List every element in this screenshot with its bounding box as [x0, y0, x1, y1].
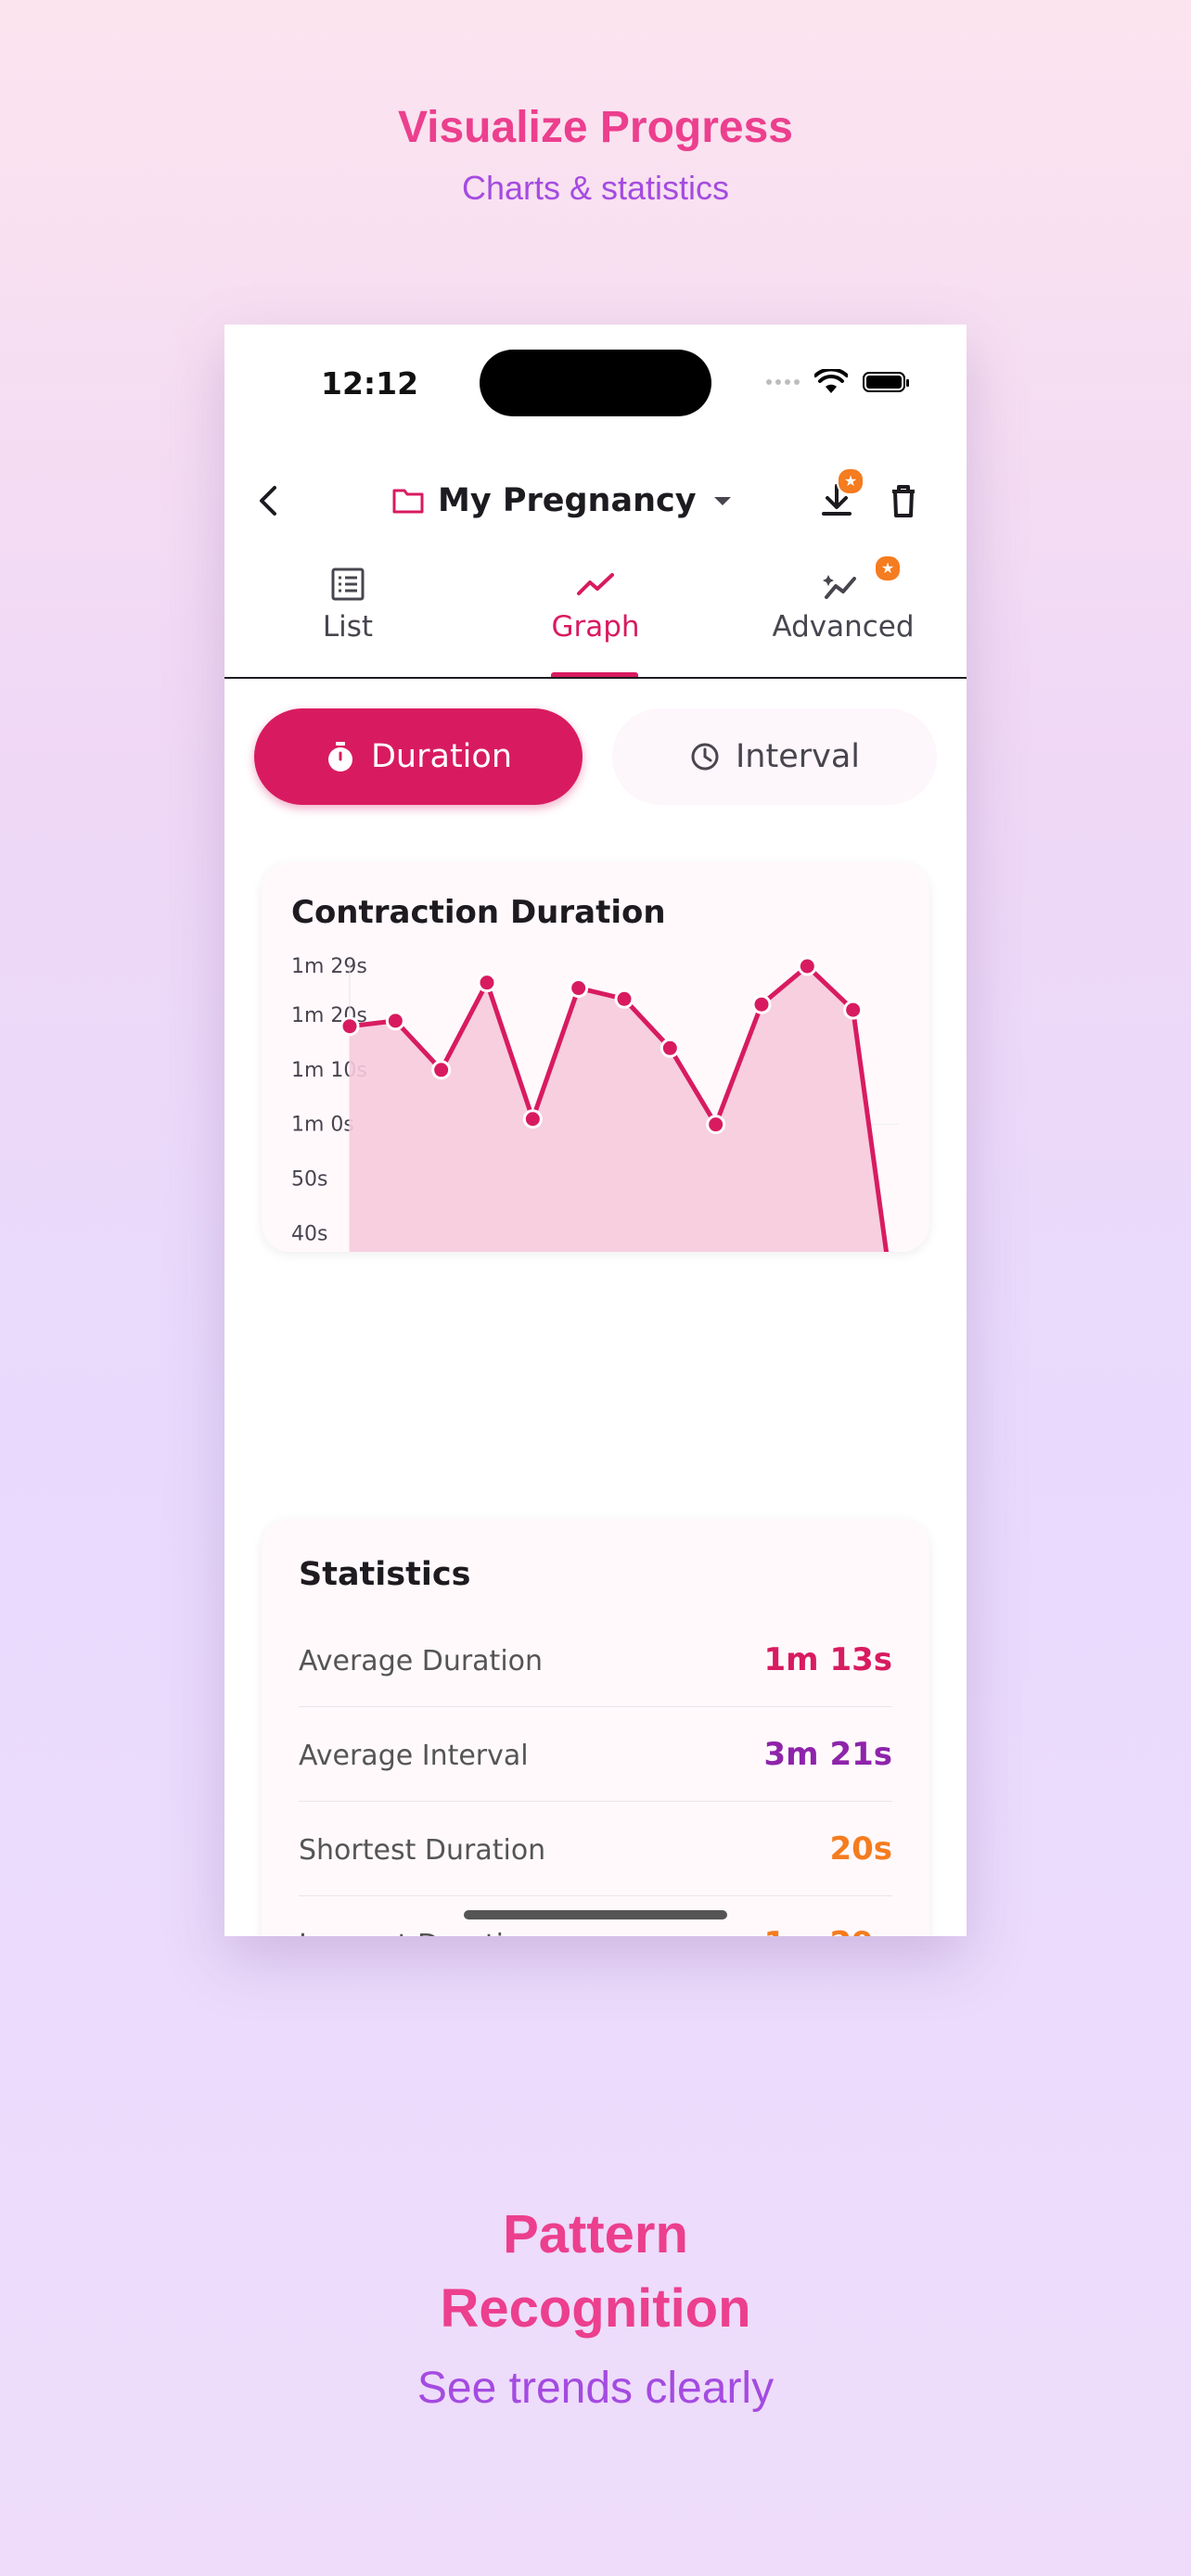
status-icons — [766, 369, 909, 395]
tab-advanced-label: Advanced — [772, 610, 915, 644]
trending-up-icon — [577, 573, 614, 595]
data-point — [569, 978, 589, 999]
y-tick-label: 50s — [291, 1167, 327, 1191]
data-point — [843, 1000, 864, 1020]
phone-screen: 12:12 My Pregnancy ★ — [224, 325, 967, 1936]
data-point — [522, 1109, 543, 1129]
page-title: My Pregnancy — [438, 482, 697, 519]
y-tick-label: 1m 0s — [291, 1114, 354, 1137]
stat-label: Longest Duration — [299, 1929, 538, 1936]
status-time: 12:12 — [321, 365, 419, 402]
area-fill — [350, 966, 887, 1252]
stat-row-average-duration: Average Duration 1m 13s — [299, 1613, 892, 1707]
tab-graph[interactable]: Graph — [472, 547, 719, 677]
stat-row-shortest-duration: Shortest Duration 20s — [299, 1803, 892, 1896]
dynamic-island — [480, 350, 711, 416]
stat-label: Average Duration — [299, 1645, 544, 1677]
app-bar: My Pregnancy ★ — [224, 454, 967, 547]
data-point — [797, 956, 817, 976]
delete-button[interactable] — [881, 478, 926, 523]
folder-icon — [392, 489, 424, 514]
promo-title: Visualize Progress — [398, 103, 793, 152]
y-tick-label: 1m 29s — [291, 955, 367, 978]
star-badge-icon: ★ — [874, 555, 902, 582]
stopwatch-icon — [327, 742, 352, 772]
list-icon — [331, 567, 365, 601]
stat-value: 3m 21s — [763, 1736, 892, 1773]
signal-dots-icon — [766, 379, 800, 385]
data-point — [339, 1016, 360, 1037]
battery-icon — [863, 372, 909, 392]
interval-label: Interval — [735, 738, 861, 775]
tab-graph-label: Graph — [551, 610, 640, 644]
promo-subtitle: Charts & statistics — [461, 169, 730, 207]
wifi-icon — [814, 369, 848, 393]
data-point — [477, 973, 497, 993]
home-indicator — [464, 1910, 727, 1919]
data-point — [751, 994, 772, 1014]
tab-bar: List Graph ★ Advanced — [224, 547, 967, 679]
tab-list-label: List — [322, 610, 374, 644]
chart-title: Contraction Duration — [291, 894, 666, 931]
dropdown-caret-icon — [713, 497, 731, 505]
folder-selector[interactable]: My Pregnancy — [391, 475, 736, 527]
statistics-title: Statistics — [299, 1556, 471, 1593]
star-badge-icon: ★ — [837, 467, 864, 495]
sparkle-chart-icon — [823, 575, 856, 599]
stat-label: Average Interval — [299, 1740, 529, 1772]
duration-chart-card: Contraction Duration 1m 29s 1m 20s 1m 10s 1… — [262, 862, 929, 1252]
stat-row-longest-duration: Longest Duration 1m 29s — [299, 1897, 892, 1936]
tab-indicator — [551, 672, 638, 677]
y-tick-label: 40s — [291, 1222, 327, 1245]
download-icon — [822, 484, 852, 516]
back-arrow-icon[interactable] — [250, 482, 288, 519]
duration-segment-button[interactable]: Duration — [254, 708, 583, 805]
tab-list[interactable]: List — [224, 547, 471, 677]
clock-icon — [691, 743, 719, 771]
stat-value: 20s — [829, 1830, 892, 1868]
data-point — [614, 988, 634, 1009]
data-point — [660, 1038, 680, 1058]
stat-value: 1m 29s — [764, 1925, 892, 1936]
promo-bottom-title-line2: Recognition — [440, 2278, 751, 2339]
data-point — [431, 1060, 452, 1080]
promo-bottom-subtitle: See trends clearly — [416, 2364, 775, 2413]
stat-label: Shortest Duration — [299, 1834, 546, 1867]
download-button[interactable]: ★ — [814, 467, 864, 523]
tab-advanced[interactable]: ★ Advanced — [720, 547, 967, 677]
promo-bottom-title-line1: Pattern — [503, 2204, 688, 2264]
statistics-card: Statistics Average Duration 1m 13s Avera… — [262, 1519, 929, 1936]
trash-icon — [892, 485, 915, 517]
promo-bottom-title: Pattern Recognition — [0, 2198, 1191, 2346]
stat-row-average-interval: Average Interval 3m 21s — [299, 1708, 892, 1802]
duration-label: Duration — [370, 738, 512, 775]
data-point — [385, 1011, 405, 1031]
stat-value: 1m 13s — [763, 1641, 892, 1678]
data-point — [706, 1115, 726, 1135]
interval-segment-button[interactable]: Interval — [612, 708, 937, 805]
